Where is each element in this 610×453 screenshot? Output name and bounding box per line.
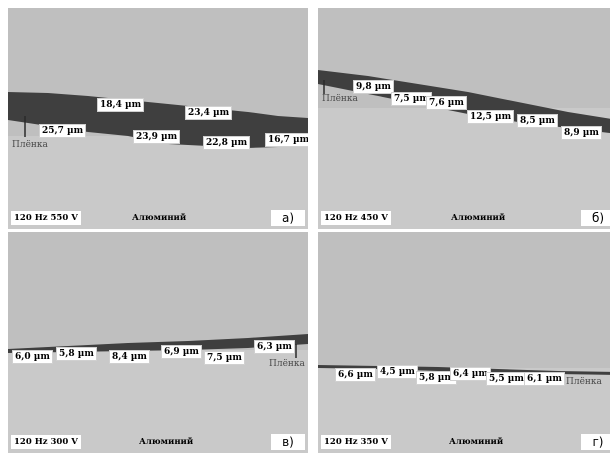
substrate-label: Алюминий xyxy=(132,213,187,223)
oxide-film-layer xyxy=(318,365,610,375)
micrograph-panel-b: 9,8 µm 7,5 µm 7,6 µm 12,5 µm 8,5 µm 8,9 … xyxy=(318,8,610,229)
substrate-label: Алюминий xyxy=(451,213,506,223)
thickness-label: 16,7 µm xyxy=(265,133,308,147)
thickness-label: 25,7 µm xyxy=(39,124,87,138)
film-label: Плёнка xyxy=(566,377,602,387)
panel-letter: в) xyxy=(271,434,305,450)
thickness-label: 7,6 µm xyxy=(426,96,467,110)
thickness-label: 5,5 µm xyxy=(486,372,527,386)
oxide-film-layer xyxy=(318,70,610,134)
panel-letter: б) xyxy=(581,210,610,226)
thickness-label: 23,9 µm xyxy=(133,130,181,144)
film-label: Плёнка xyxy=(269,359,305,369)
process-conditions: 120 Hz 350 V xyxy=(321,435,391,449)
substrate-label: Алюминий xyxy=(139,437,194,447)
micrograph-panel-c: 6,0 µm 5,8 µm 8,4 µm 6,9 µm 7,5 µm 6,3 µ… xyxy=(8,232,308,453)
thickness-label: 22,8 µm xyxy=(203,136,251,150)
film-label: Плёнка xyxy=(322,94,358,104)
thickness-label: 8,4 µm xyxy=(109,350,150,364)
substrate-label: Алюминий xyxy=(449,437,504,447)
thickness-label: 6,0 µm xyxy=(12,350,53,364)
thickness-label: 6,3 µm xyxy=(254,340,295,354)
thickness-label: 7,5 µm xyxy=(204,351,245,365)
process-conditions: 120 Hz 550 V xyxy=(11,211,81,225)
process-conditions: 120 Hz 450 V xyxy=(321,211,391,225)
thickness-label: 23,4 µm xyxy=(185,106,233,120)
micrograph-panel-a: 18,4 µm 23,4 µm 25,7 µm 23,9 µm 22,8 µm … xyxy=(8,8,308,229)
thickness-label: 6,9 µm xyxy=(161,345,202,359)
thickness-label: 5,8 µm xyxy=(56,347,97,361)
thickness-label: 6,1 µm xyxy=(524,372,565,386)
micrograph-panel-d: 6,6 µm 4,5 µm 5,8 µm 6,4 µm 5,5 µm 6,1 µ… xyxy=(318,232,610,453)
film-label: Плёнка xyxy=(12,140,48,150)
process-conditions: 120 Hz 300 V xyxy=(11,435,81,449)
thickness-label: 6,6 µm xyxy=(335,368,376,382)
panel-letter: а) xyxy=(271,210,305,226)
thickness-label: 8,9 µm xyxy=(561,126,602,140)
thickness-label: 7,5 µm xyxy=(391,92,432,106)
thickness-label: 4,5 µm xyxy=(377,365,418,379)
thickness-label: 12,5 µm xyxy=(467,110,515,124)
thickness-label: 9,8 µm xyxy=(353,80,394,94)
thickness-label: 18,4 µm xyxy=(97,98,145,112)
oxide-film-layer xyxy=(8,92,308,148)
thickness-label: 6,4 µm xyxy=(450,367,491,381)
thickness-label: 8,5 µm xyxy=(517,114,558,128)
panel-letter: г) xyxy=(581,434,610,450)
